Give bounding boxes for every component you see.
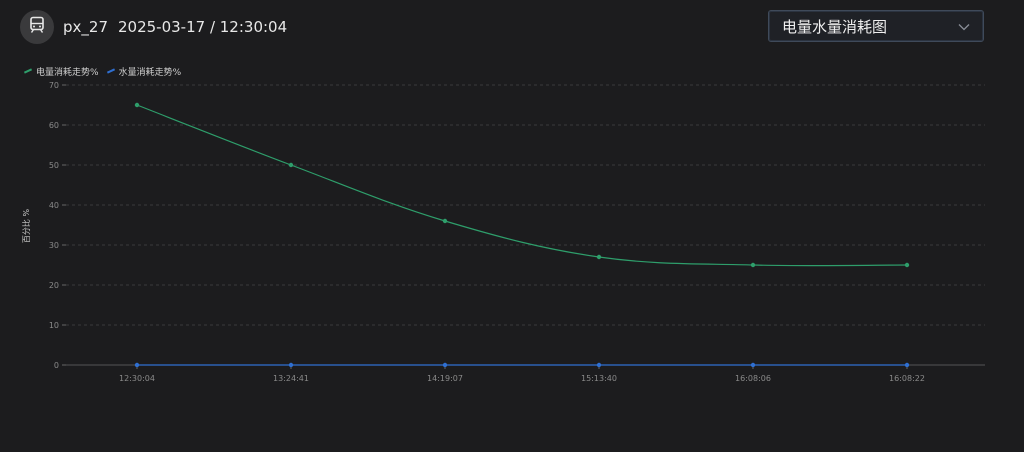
y-axis-label: 百分比 % [21,209,31,244]
data-point-electric[interactable] [750,262,756,268]
legend-item-water[interactable]: 水量消耗走势% [106,65,182,78]
train-icon [28,16,46,38]
device-avatar [20,10,54,44]
data-point-electric[interactable] [288,162,294,168]
legend-label-water: 水量消耗走势% [118,67,182,78]
data-point-water[interactable] [288,362,294,368]
x-tick-label: 15:13:40 [581,374,617,383]
x-tick-label: 16:08:06 [735,374,771,383]
y-tick-label: 50 [49,161,59,170]
legend-item-electric[interactable]: 电量消耗走势% [23,65,99,78]
data-point-electric[interactable] [904,262,910,268]
data-point-water[interactable] [750,362,756,368]
x-tick-label: 14:19:07 [427,374,463,383]
series-line-electric [136,104,908,267]
data-point-electric[interactable] [134,102,140,108]
device-id: px_27 [63,18,108,36]
legend-label-electric: 电量消耗走势% [36,67,99,78]
data-point-electric[interactable] [596,254,602,260]
x-tick-label: 16:08:22 [889,374,925,383]
data-point-water[interactable] [904,362,910,368]
data-point-water[interactable] [442,362,448,368]
chart-legend: 电量消耗走势% 水量消耗走势% [23,64,189,78]
chart-type-select-value: 电量水量消耗图 [782,17,888,36]
x-tick-label: 13:24:41 [273,374,309,383]
data-point-water[interactable] [134,362,140,368]
data-point-electric[interactable] [442,218,448,224]
y-tick-label: 0 [54,361,59,370]
timestamp: 2025-03-17 / 12:30:04 [118,18,288,36]
y-tick-label: 40 [49,201,59,210]
y-tick-label: 20 [49,281,59,290]
y-tick-label: 10 [49,321,59,330]
x-tick-label: 12:30:04 [119,374,155,383]
chart-type-select[interactable]: 电量水量消耗图 [768,10,984,42]
y-tick-label: 60 [49,121,59,130]
chevron-down-icon [957,19,971,33]
data-point-water[interactable] [596,362,602,368]
y-tick-label: 30 [49,241,59,250]
device-header: px_27 2025-03-17 / 12:30:04 [20,9,287,45]
y-tick-label: 70 [49,81,59,90]
